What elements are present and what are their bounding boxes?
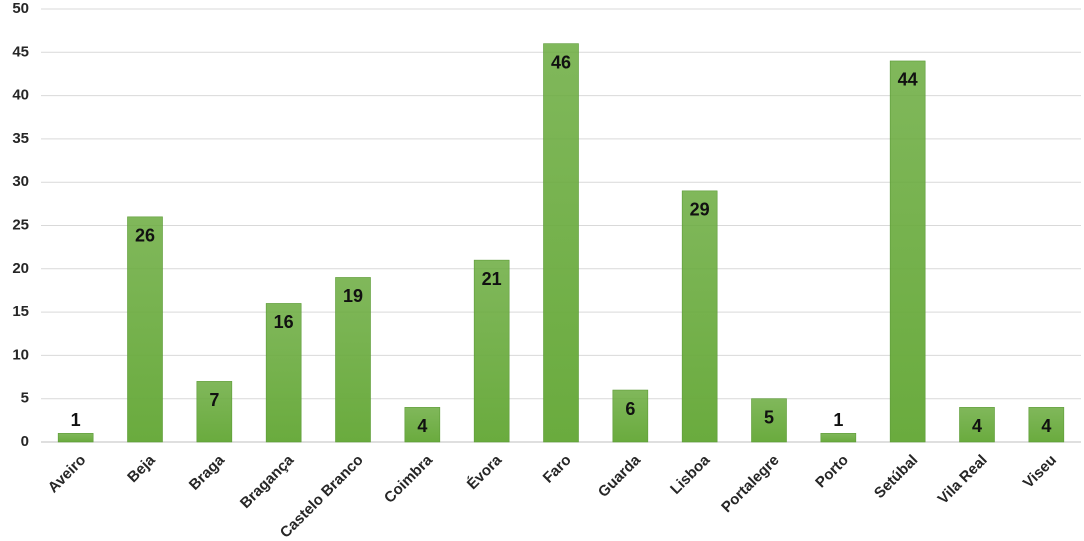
data-label: 44 xyxy=(898,70,918,90)
y-tick-label: 20 xyxy=(12,260,29,277)
bar xyxy=(820,433,857,443)
bar xyxy=(265,303,302,443)
data-label: 21 xyxy=(482,269,502,289)
bar xyxy=(543,43,579,443)
x-tick-label: Lisboa xyxy=(667,451,714,498)
y-tick-label: 50 xyxy=(12,0,29,17)
bar xyxy=(959,407,995,443)
bar xyxy=(473,259,510,443)
x-tick-label: Aveiro xyxy=(45,452,90,497)
bar xyxy=(57,433,94,443)
x-tick-label: Évora xyxy=(464,451,506,493)
y-tick-label: 35 xyxy=(12,130,29,147)
x-tick-label: Braga xyxy=(186,451,229,494)
y-tick-label: 15 xyxy=(12,303,29,320)
data-label: 4 xyxy=(1041,416,1051,436)
x-tick-label: Setúbal xyxy=(871,452,921,502)
y-tick-label: 25 xyxy=(12,216,29,233)
x-tick-label: Bragança xyxy=(237,451,298,512)
data-label: 16 xyxy=(274,312,294,332)
bar xyxy=(889,60,926,443)
bar xyxy=(1028,407,1065,443)
y-tick-label: 45 xyxy=(12,43,29,60)
x-tick-label: Porto xyxy=(812,452,852,492)
data-label: 26 xyxy=(135,226,155,246)
x-tick-label: Faro xyxy=(540,452,575,487)
data-label: 6 xyxy=(625,399,635,419)
bar xyxy=(612,389,649,443)
x-tick-label: Portalegre xyxy=(718,452,782,516)
data-label: 7 xyxy=(209,390,219,410)
y-tick-label: 40 xyxy=(12,87,29,104)
data-label: 19 xyxy=(343,286,363,306)
y-tick-label: 0 xyxy=(21,433,29,450)
data-label: 1 xyxy=(833,410,843,430)
y-tick-label: 30 xyxy=(12,173,29,190)
bar xyxy=(681,190,718,443)
data-label: 1 xyxy=(71,410,81,430)
data-label: 29 xyxy=(690,200,710,220)
data-label: 46 xyxy=(551,52,571,72)
bar xyxy=(196,381,233,443)
x-tick-label: Beja xyxy=(124,451,159,486)
x-tick-label: Guarda xyxy=(595,451,645,501)
data-label: 4 xyxy=(417,416,427,436)
y-tick-label: 5 xyxy=(21,390,29,407)
y-tick-label: 10 xyxy=(12,346,29,363)
data-label: 5 xyxy=(764,407,774,427)
x-tick-label: Vila Real xyxy=(935,452,991,508)
x-tick-label: Coimbra xyxy=(381,451,437,507)
bar xyxy=(404,407,441,443)
data-label: 4 xyxy=(972,416,982,436)
bar xyxy=(335,277,371,443)
x-tick-label: Viseu xyxy=(1020,452,1060,492)
bar xyxy=(127,216,163,443)
bar xyxy=(751,398,787,443)
